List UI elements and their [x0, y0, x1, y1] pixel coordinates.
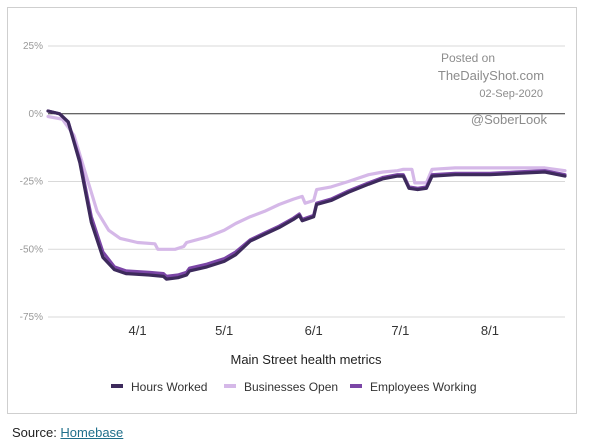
grid: [48, 45, 565, 318]
y-tick-label: -50%: [20, 244, 43, 255]
series-lines: [46, 109, 567, 281]
chart-frame: [7, 7, 577, 414]
y-tick-label: -75%: [20, 312, 43, 323]
source-prefix: Source:: [12, 425, 61, 440]
legend: Hours Worked Businesses Open Employees W…: [111, 380, 477, 394]
line-chart: 25% 0% -25% -50% -75% 4/1 5/1 6/1 7/1 8/1 Posted…: [20, 41, 567, 394]
series-line-businesses-open: [46, 114, 567, 251]
watermark-handle: @SoberLook: [471, 112, 548, 127]
legend-label-hours-worked: Hours Worked: [131, 380, 207, 394]
watermark: Posted on TheDailyShot.com 02-Sep-2020 @…: [438, 51, 548, 127]
y-tick-label: 25%: [23, 41, 43, 52]
x-tick-label: 5/1: [215, 323, 233, 338]
legend-label-employees-working: Employees Working: [370, 380, 477, 394]
source-link[interactable]: Homebase: [60, 425, 124, 440]
series-line-employees-working: [46, 109, 567, 278]
y-axis-ticks: 25% 0% -25% -50% -75%: [20, 41, 43, 323]
watermark-date: 02-Sep-2020: [479, 88, 543, 100]
legend-swatch-hours-worked: [111, 384, 123, 388]
legend-label-businesses-open: Businesses Open: [244, 380, 338, 394]
x-tick-label: 7/1: [391, 323, 409, 338]
series-line-hours-worked: [46, 109, 567, 281]
x-axis-label: Main Street health metrics: [230, 352, 382, 367]
legend-item-hours-worked: Hours Worked: [111, 380, 207, 394]
watermark-posted-on: Posted on: [441, 51, 495, 65]
x-tick-label: 6/1: [305, 323, 323, 338]
x-tick-label: 4/1: [128, 323, 146, 338]
legend-item-businesses-open: Businesses Open: [224, 380, 338, 394]
x-axis-ticks: 4/1 5/1 6/1 7/1 8/1: [128, 323, 498, 338]
y-tick-label: 0%: [29, 109, 44, 120]
watermark-site: TheDailyShot.com: [438, 68, 544, 83]
source-note: Source: Homebase: [12, 425, 123, 440]
legend-swatch-employees-working: [350, 384, 362, 388]
legend-swatch-businesses-open: [224, 384, 236, 388]
x-tick-label: 8/1: [481, 323, 499, 338]
legend-item-employees-working: Employees Working: [350, 380, 477, 394]
y-tick-label: -25%: [20, 177, 43, 188]
